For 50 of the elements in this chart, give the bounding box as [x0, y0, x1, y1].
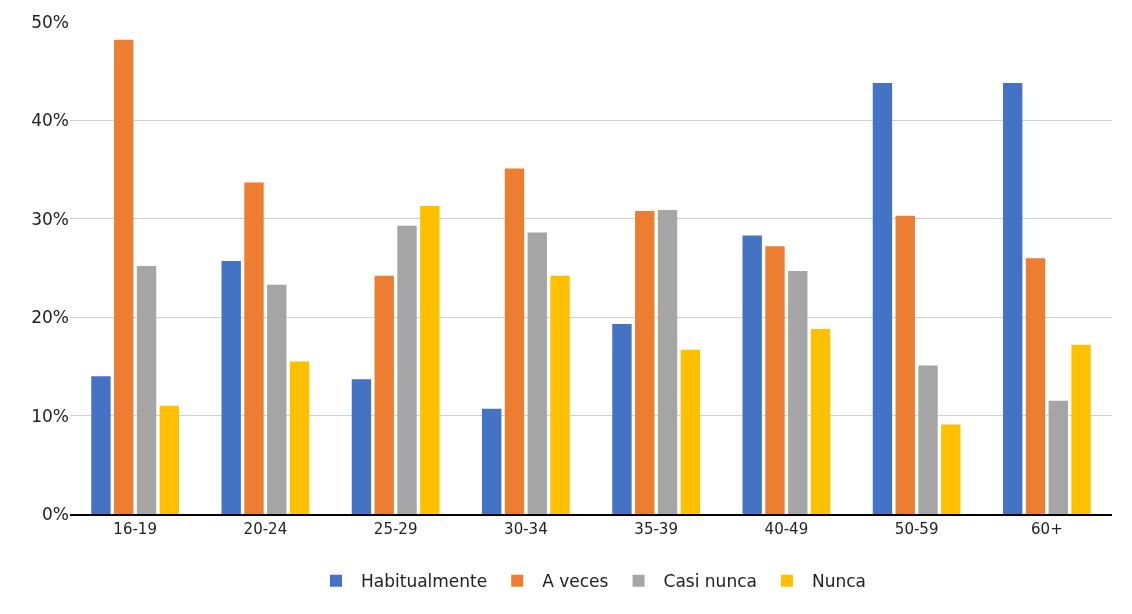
- bar: [810, 329, 831, 514]
- bar: [482, 408, 502, 514]
- bar: [788, 270, 808, 514]
- bar: [374, 275, 394, 514]
- y-tick-label: 20%: [31, 307, 69, 328]
- bar: [420, 206, 440, 514]
- bar: [872, 83, 893, 514]
- bar: [351, 379, 372, 514]
- bar: [267, 284, 287, 514]
- bar: [1048, 400, 1068, 514]
- bar: [918, 365, 938, 514]
- bar: [289, 361, 310, 514]
- legend-label: Nunca: [811, 571, 866, 592]
- y-tick-label: 10%: [31, 405, 69, 426]
- legend-label: Casi nunca: [663, 571, 757, 592]
- bar: [635, 210, 655, 514]
- bar: [1071, 344, 1091, 514]
- y-tick-label: 30%: [31, 208, 69, 229]
- bar: [221, 261, 241, 514]
- bar: [550, 275, 570, 514]
- x-tick-label: 30-34: [504, 520, 548, 538]
- x-tick-label: 35-39: [634, 520, 678, 538]
- bar: [504, 168, 525, 514]
- bar: [1003, 83, 1023, 514]
- y-tick-label: 0%: [42, 503, 69, 524]
- bar: [159, 405, 179, 514]
- legend-label: Habitualmente: [361, 571, 488, 592]
- bar: [136, 266, 157, 514]
- x-tick-label: 20-24: [243, 520, 288, 538]
- bar: [657, 209, 678, 514]
- bar: [527, 232, 547, 514]
- legend-label: A veces: [542, 571, 609, 592]
- bar: [742, 235, 762, 514]
- x-tick-label: 16-19: [113, 520, 157, 538]
- bar: [1025, 258, 1046, 514]
- x-tick-label: 40-49: [764, 520, 809, 538]
- bar: [397, 225, 417, 514]
- bar: [91, 376, 111, 514]
- bar: [941, 424, 961, 514]
- bar: [765, 246, 785, 514]
- bar: [895, 215, 915, 514]
- x-tick-label: 25-29: [373, 520, 418, 538]
- x-tick-label: 50-59: [894, 520, 939, 538]
- bar: [680, 349, 700, 514]
- x-tick-label: 60+: [1031, 520, 1063, 538]
- bar: [244, 182, 264, 514]
- y-tick-label: 40%: [31, 110, 69, 131]
- bar: [612, 324, 632, 514]
- y-tick-label: 50%: [31, 11, 69, 32]
- bar: [114, 39, 134, 514]
